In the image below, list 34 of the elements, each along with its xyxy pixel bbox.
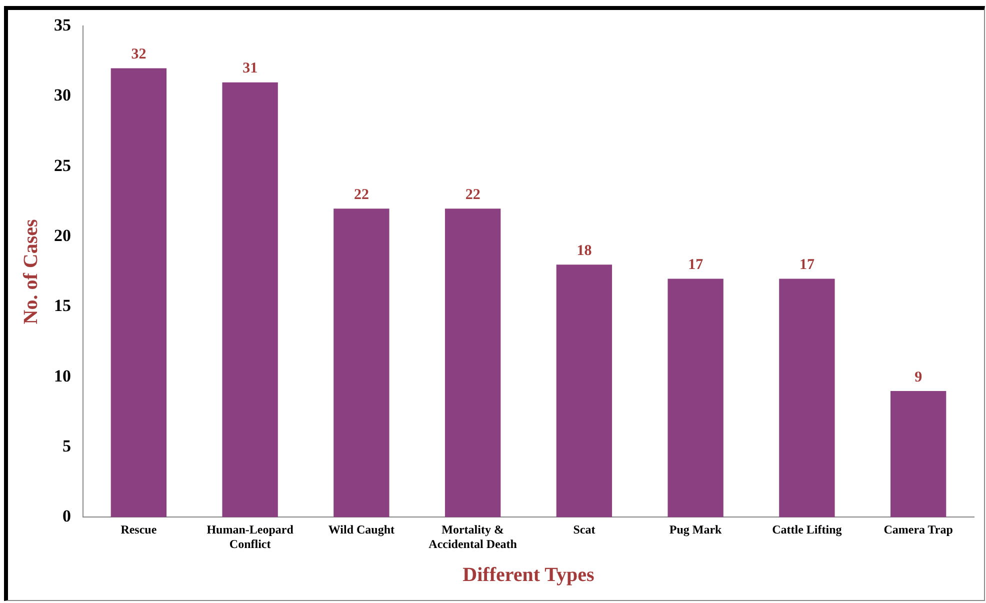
y-tick-label: 20 [54,226,71,246]
data-label: 9 [914,369,922,386]
bar [890,390,946,518]
x-tick-label: Mortality & Accidental Death [428,522,518,551]
data-label: 22 [354,186,369,203]
bar [668,278,724,518]
data-label: 17 [688,257,704,274]
x-axis-title: Different Types [462,564,595,586]
y-tick-label: 10 [54,366,71,386]
x-tick-label: Rescue [120,522,158,536]
bar [779,278,835,518]
y-tick-label: 35 [54,16,71,35]
y-tick-label: 15 [54,296,71,316]
data-label: 22 [465,186,480,203]
x-tick-label: Camera Trap [884,522,954,536]
y-tick-label: 5 [62,436,71,456]
data-label: 18 [576,243,592,260]
bar [334,208,390,518]
x-tick-label: Pug Mark [669,522,722,536]
data-label: 31 [242,60,258,77]
data-label: 17 [799,257,815,274]
bar [222,82,278,518]
y-axis-title: No. of Cases [20,218,42,324]
y-tick-label: 0 [62,506,71,526]
x-tick-label: Wild Caught [328,522,395,536]
data-label: 32 [131,46,146,63]
bar [556,264,612,518]
x-tick-label: Cattle Lifting [772,522,842,536]
x-tick-label: Scat [573,522,596,536]
bar [110,68,167,518]
y-tick-label: 25 [54,156,71,175]
x-tick-label: Human-Leopard Conflict [206,522,294,551]
y-tick-label: 30 [54,86,71,105]
bar [444,208,501,518]
